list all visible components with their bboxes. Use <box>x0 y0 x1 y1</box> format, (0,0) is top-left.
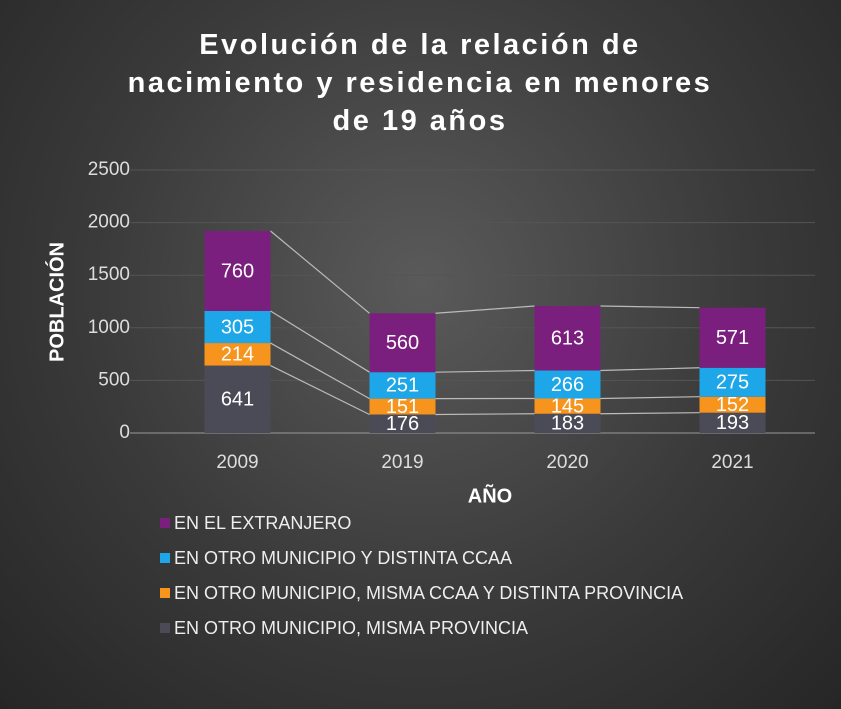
data-label: 251 <box>386 375 419 397</box>
bar-segment <box>534 370 601 399</box>
legend-label: EN EL EXTRANJERO <box>174 513 351 533</box>
bar-segment <box>699 367 766 397</box>
data-label: 760 <box>221 260 254 282</box>
legend-swatch <box>160 518 170 528</box>
bar-segment <box>534 413 601 433</box>
bar-segment <box>534 306 601 371</box>
data-label: 214 <box>221 344 254 366</box>
x-tick-label: 2021 <box>711 452 753 473</box>
x-tick-label: 2020 <box>546 452 588 473</box>
legend-swatch <box>160 553 170 563</box>
data-label: 151 <box>386 396 419 418</box>
series-line <box>600 367 700 372</box>
bar-segment <box>699 412 766 433</box>
bar-segment <box>369 372 436 399</box>
bar-segment <box>699 307 766 368</box>
x-axis-label: AÑO <box>468 484 512 507</box>
series-line <box>435 369 535 373</box>
legend-swatch <box>160 588 170 598</box>
data-label: 152 <box>716 394 749 416</box>
y-tick-label: 2500 <box>88 159 130 180</box>
bar-segment <box>369 313 436 373</box>
series-line <box>270 365 370 416</box>
bar-segment <box>699 396 766 413</box>
data-label: 266 <box>551 374 584 396</box>
data-label: 571 <box>716 327 749 349</box>
data-label: 176 <box>386 413 419 435</box>
legend-label: EN OTRO MUNICIPIO, MISMA CCAA Y DISTINTA… <box>174 583 683 603</box>
series-line <box>270 230 370 314</box>
y-tick-label: 1500 <box>88 264 130 285</box>
data-label: 641 <box>221 389 254 411</box>
series-line <box>270 310 370 373</box>
series-line <box>600 396 700 400</box>
x-tick-label: 2019 <box>381 452 423 473</box>
y-tick-label: 500 <box>98 369 130 390</box>
bar-segment <box>204 310 271 344</box>
data-label: 275 <box>716 372 749 394</box>
data-label: 183 <box>551 413 584 435</box>
legend-label: EN OTRO MUNICIPIO Y DISTINTA CCAA <box>174 548 512 568</box>
series-line <box>600 412 700 415</box>
series-line <box>600 305 700 309</box>
legend-label: EN OTRO MUNICIPIO, MISMA PROVINCIA <box>174 618 528 638</box>
legend-swatch <box>160 623 170 633</box>
data-label: 305 <box>221 316 254 338</box>
bar-segment <box>204 365 271 433</box>
y-axis-label: POBLACIÓN <box>44 242 68 362</box>
data-label: 560 <box>386 332 419 354</box>
x-tick-label: 2009 <box>216 452 258 473</box>
data-label: 613 <box>551 328 584 350</box>
series-line <box>435 413 535 416</box>
data-label: 145 <box>551 395 584 417</box>
data-label: 193 <box>716 412 749 434</box>
bar-segment <box>204 343 271 366</box>
bar-segment <box>369 414 436 433</box>
y-tick-label: 0 <box>119 422 130 443</box>
y-tick-label: 2000 <box>88 212 130 233</box>
y-tick-label: 1000 <box>88 317 130 338</box>
chart-title: Evolución de la relación de nacimiento y… <box>127 29 713 137</box>
series-line <box>435 305 535 314</box>
bar-segment <box>369 398 436 415</box>
series-line <box>270 342 370 400</box>
bar-segment <box>534 398 601 414</box>
bar-segment <box>204 231 271 311</box>
